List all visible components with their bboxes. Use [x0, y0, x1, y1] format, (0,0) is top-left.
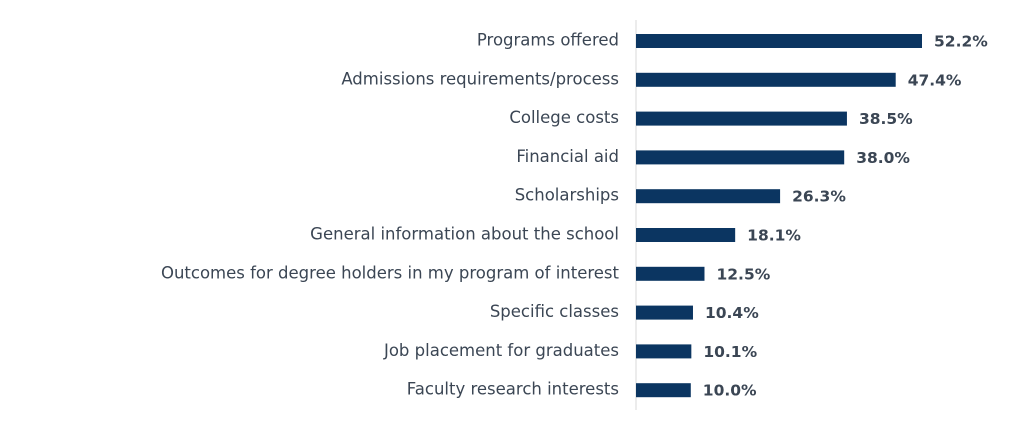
value-label: 10.1% [703, 343, 757, 361]
value-label: 52.2% [934, 33, 988, 51]
category-label: Scholarships [515, 186, 619, 205]
bar [636, 72, 896, 87]
bar [636, 34, 922, 48]
bar [636, 189, 781, 204]
value-label: 38.0% [856, 149, 910, 167]
bar [636, 111, 847, 126]
bar [636, 150, 845, 165]
category-label: College costs [509, 108, 619, 127]
category-label: Programs offered [477, 31, 619, 50]
category-label: Faculty research interests [407, 380, 619, 399]
value-label: 26.3% [792, 188, 846, 206]
value-label: 12.5% [716, 265, 770, 283]
bar [636, 383, 691, 398]
bar [636, 305, 693, 320]
category-label: Specific classes [490, 302, 619, 321]
value-label: 47.4% [908, 71, 962, 89]
category-label: General information about the school [310, 225, 619, 244]
bar [636, 266, 705, 281]
bar [636, 344, 692, 359]
value-label: 38.5% [859, 110, 913, 128]
category-label: Job placement for graduates [383, 341, 619, 360]
bar [636, 228, 736, 242]
category-label: Admissions requirements/process [341, 69, 619, 88]
value-label: 18.1% [747, 227, 801, 245]
category-label: Financial aid [516, 147, 619, 166]
category-label: Outcomes for degree holders in my progra… [161, 263, 620, 282]
value-label: 10.4% [705, 304, 759, 322]
value-label: 10.0% [703, 382, 757, 400]
